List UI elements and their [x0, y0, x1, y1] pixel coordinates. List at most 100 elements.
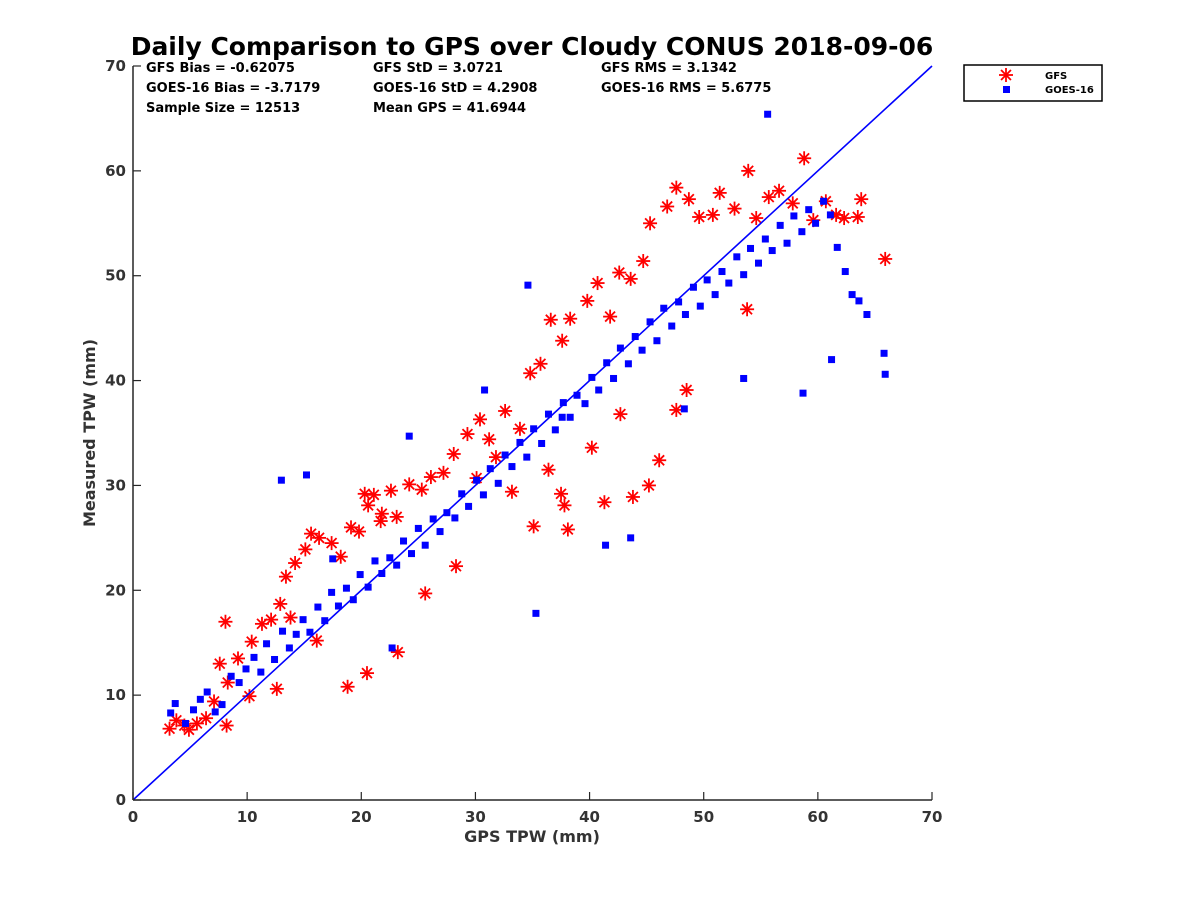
- goes16-point: [257, 668, 265, 676]
- goes16-point: [703, 276, 711, 284]
- goes16-point: [524, 281, 532, 289]
- goes16-point: [740, 271, 748, 279]
- goes16-point: [653, 337, 661, 345]
- goes16-point: [388, 644, 396, 652]
- x-tick-label: 0: [128, 808, 138, 826]
- goes16-point: [798, 228, 806, 236]
- goes16-point: [646, 318, 654, 326]
- goes16-point: [747, 244, 755, 252]
- goes16-point: [783, 239, 791, 247]
- stats-block: GFS Bias = -0.62075 GFS StD = 3.0721 GFS…: [146, 61, 771, 116]
- goes16-point: [378, 570, 386, 578]
- goes16-point: [820, 197, 828, 205]
- goes16-point: [271, 655, 279, 663]
- gfs-point: [705, 207, 720, 222]
- gfs-point: [472, 412, 487, 427]
- y-tick-label: 60: [105, 162, 126, 180]
- goes16-point: [603, 359, 611, 367]
- gfs-point: [482, 432, 497, 447]
- goes16-point: [631, 333, 639, 341]
- goes16-point: [458, 490, 466, 498]
- goes16-point: [408, 550, 416, 558]
- gfs-point: [772, 183, 787, 198]
- gfs-point: [761, 190, 776, 205]
- goes16-point: [486, 465, 494, 473]
- goes16-point: [328, 588, 336, 596]
- stat-gfs-std: GFS StD = 3.0721: [373, 61, 503, 76]
- axes: [132, 66, 932, 801]
- goes16-point: [689, 283, 697, 291]
- gfs-point: [603, 309, 618, 324]
- goes16-point: [668, 322, 676, 330]
- goes16-point: [494, 479, 502, 487]
- goes16-point: [167, 709, 175, 717]
- gfs-point: [563, 311, 578, 326]
- y-tick-label: 50: [105, 267, 126, 285]
- goes16-point: [581, 400, 589, 408]
- goes16-point: [242, 665, 250, 673]
- gfs-point: [273, 596, 288, 611]
- goes16-point: [299, 616, 307, 624]
- gfs-point: [712, 185, 727, 200]
- gfs-point: [359, 666, 374, 681]
- gfs-point: [541, 462, 556, 477]
- goes16-point: [451, 514, 459, 522]
- stat-gfs-bias: GFS Bias = -0.62075: [146, 61, 295, 76]
- gfs-point: [402, 477, 417, 492]
- goes16-point: [680, 405, 688, 413]
- y-tick-label: 20: [105, 581, 126, 599]
- goes16-point: [602, 541, 610, 549]
- goes16-point: [675, 298, 683, 306]
- x-tick-label: 70: [922, 808, 943, 826]
- x-tick-label: 60: [807, 808, 828, 826]
- x-tick-label: 10: [237, 808, 258, 826]
- goes16-point: [776, 221, 784, 229]
- gfs-point: [533, 356, 548, 371]
- gfs-point: [264, 612, 279, 627]
- gfs-point: [199, 711, 214, 726]
- gfs-point: [383, 483, 398, 498]
- gfs-point: [269, 681, 284, 696]
- legend-gfs-label: GFS: [1045, 71, 1067, 82]
- y-axis-label: Measured TPW (mm): [80, 339, 99, 527]
- goes16-point: [227, 672, 235, 680]
- stat-goes-bias: GOES-16 Bias = -3.7179: [146, 81, 320, 96]
- goes16-point: [711, 291, 719, 299]
- goes16-point: [855, 297, 863, 305]
- gfs-point: [218, 614, 233, 629]
- gfs-point: [749, 211, 764, 226]
- x-tick-label: 20: [351, 808, 372, 826]
- gfs-point: [797, 151, 812, 166]
- goes16-point: [725, 279, 733, 287]
- gfs-point: [446, 446, 461, 461]
- gfs-point: [366, 487, 381, 502]
- gfs-point: [555, 333, 570, 348]
- goes16-point: [321, 617, 329, 625]
- gfs-point: [288, 556, 303, 571]
- legend-goes-marker: [1003, 86, 1010, 93]
- gfs-point: [219, 718, 234, 733]
- legend-gfs-asterisk: [999, 68, 1013, 82]
- gfs-point: [613, 407, 628, 422]
- y-tick-label: 10: [105, 686, 126, 704]
- gfs-point: [361, 498, 376, 513]
- gfs-point: [554, 486, 569, 501]
- goes16-point: [718, 268, 726, 276]
- goes16-point: [235, 679, 243, 687]
- goes16-point: [523, 453, 531, 461]
- y-ticks: 0 10 20 30 40 50 60 70: [105, 57, 141, 809]
- goes16-point: [292, 630, 300, 638]
- gfs-point: [212, 656, 227, 671]
- goes16-point: [371, 557, 379, 565]
- gfs-point: [560, 522, 575, 537]
- goes16-point: [544, 410, 552, 418]
- goes16-point: [660, 304, 668, 312]
- gfs-point: [623, 271, 638, 286]
- gfs-point: [660, 199, 675, 214]
- legend: GFS GOES-16: [963, 64, 1103, 102]
- goes16-point: [429, 515, 437, 523]
- goes16-point: [826, 211, 834, 219]
- x-ticks: 0 10 20 30 40 50 60 70: [128, 792, 943, 826]
- goes16-point: [880, 349, 888, 357]
